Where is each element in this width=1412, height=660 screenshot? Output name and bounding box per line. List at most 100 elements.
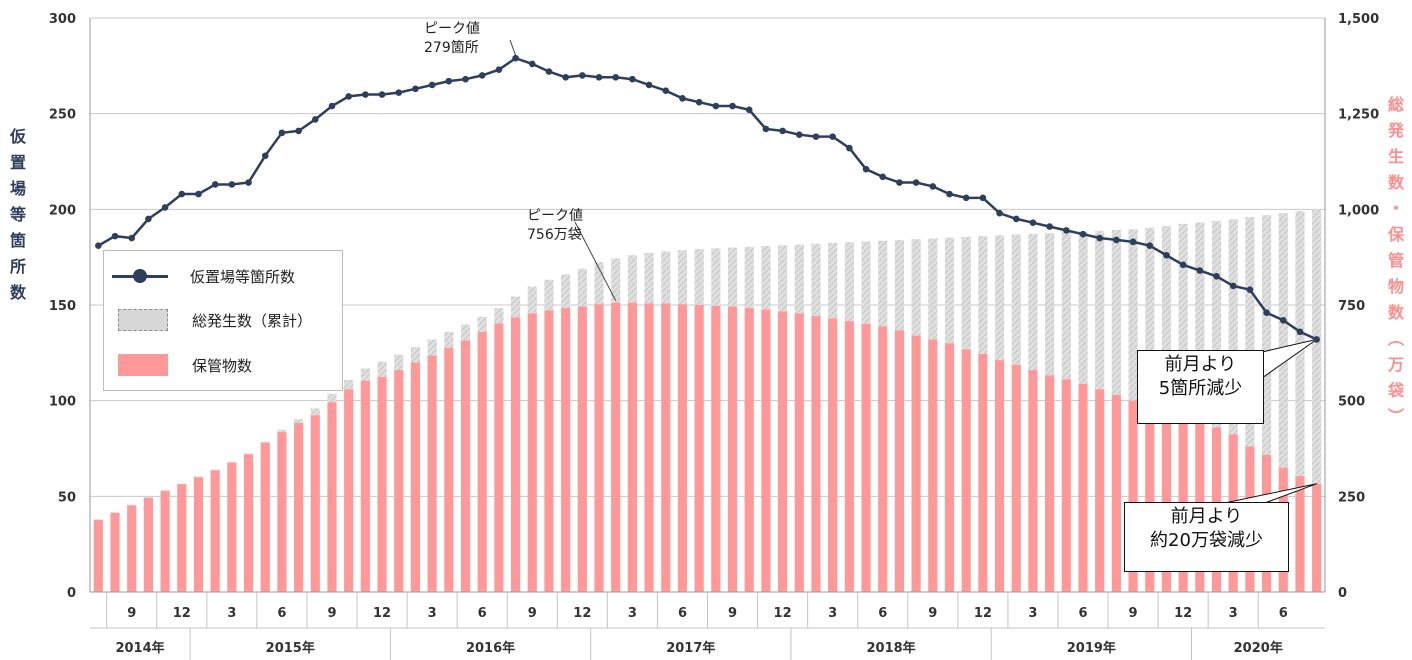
x-tick-label: 12	[373, 606, 391, 621]
stored-bar	[1061, 379, 1071, 592]
line-marker-icon	[112, 263, 168, 289]
total-bar	[210, 469, 220, 471]
total-bar	[510, 296, 521, 318]
left-tick-label: 50	[58, 490, 76, 505]
total-bar	[1245, 216, 1255, 447]
line-point	[595, 74, 603, 81]
total-bar	[1161, 226, 1172, 413]
axis-label-char: 万	[1387, 355, 1404, 374]
x-tick-label: 12	[173, 606, 191, 621]
axis-label-char: 置	[9, 153, 26, 172]
total-bar	[761, 246, 771, 310]
stored-bar	[1145, 406, 1155, 592]
annotation-peak-sites: ピーク値 279箇所	[424, 20, 480, 58]
total-bar	[1045, 233, 1055, 376]
legend-item-sites: 仮置場等箇所数	[104, 263, 295, 289]
line-point	[462, 75, 469, 83]
x-axis: 9 12 3 6 9 12 3 6 9 12 3 6 9 12 3 6 9 12 3 6 9 12 3 6 2014年 2015年…	[90, 592, 1325, 660]
stored-bar	[427, 355, 437, 592]
line-point	[1296, 328, 1304, 336]
axis-label-char: 物	[1387, 277, 1404, 296]
total-bar	[1211, 220, 1222, 428]
stored-bar	[544, 310, 554, 592]
line-point	[228, 181, 236, 188]
stored-bar	[394, 370, 404, 592]
line-point	[1263, 309, 1270, 316]
total-bar	[594, 262, 604, 305]
stored-bar	[611, 302, 621, 592]
total-bar	[661, 251, 671, 304]
line-point	[979, 194, 987, 202]
line-point	[1079, 230, 1087, 238]
x-tick-label: 3	[828, 606, 837, 621]
total-bar	[861, 241, 871, 324]
axis-label-char: 総	[1387, 95, 1404, 114]
x-tick-label: 6	[678, 606, 687, 621]
right-tick-label: 250	[1338, 490, 1365, 505]
x-tick-label: 9	[1129, 606, 1138, 621]
line-point	[528, 60, 536, 68]
line-point	[445, 77, 453, 85]
line-point	[612, 74, 620, 81]
stored-bar	[1078, 383, 1088, 592]
line-point	[729, 102, 736, 110]
total-bar	[143, 497, 154, 498]
line-point	[412, 85, 419, 93]
x-tick-label: 9	[928, 606, 937, 621]
total-bar	[277, 429, 287, 433]
year-label: 2019年	[1067, 640, 1116, 656]
right-tick-label: 1,250	[1338, 108, 1379, 123]
stored-bar	[1111, 394, 1121, 592]
total-bar	[978, 236, 988, 354]
total-bar	[744, 246, 754, 309]
callout-sites-change: 前月より 5箇所減少	[1137, 350, 1264, 424]
line-point	[512, 54, 519, 62]
line-point	[495, 66, 503, 73]
line-point	[478, 72, 486, 79]
line-point	[178, 190, 186, 198]
line-point	[562, 74, 569, 81]
line-point	[1246, 286, 1254, 293]
stored-bar	[561, 308, 571, 592]
line-point	[762, 125, 770, 133]
stored-bar	[444, 347, 454, 592]
total-bar	[360, 368, 370, 381]
total-bar	[694, 249, 704, 305]
line-point	[896, 179, 903, 186]
line-point	[295, 127, 302, 135]
stored-bar	[294, 422, 304, 592]
stored-bar	[193, 477, 204, 592]
line-point	[195, 190, 202, 198]
right-tick-label: 1,500	[1338, 12, 1379, 27]
line-point	[812, 133, 820, 140]
line-point	[312, 116, 319, 123]
stored-bar	[143, 497, 154, 592]
annotation-peak-bags: ピーク値 756万袋	[527, 207, 583, 245]
axis-label-char: 数	[1387, 173, 1404, 192]
total-bar	[310, 408, 320, 416]
axis-label-char: 数	[9, 283, 26, 302]
right-tick-label: 0	[1338, 586, 1347, 601]
line-point	[946, 190, 953, 198]
stored-bar	[477, 331, 487, 592]
stored-bar	[110, 512, 120, 592]
stored-bar	[227, 462, 237, 592]
x-tick-label: 9	[728, 606, 737, 621]
stored-bar	[694, 305, 704, 592]
x-tick-label: 12	[974, 606, 992, 621]
left-tick-label: 200	[49, 203, 76, 218]
year-label: 2014年	[115, 640, 164, 656]
line-point	[1163, 251, 1170, 259]
stored-bar	[844, 321, 854, 592]
axis-label-char: 仮	[9, 127, 26, 146]
year-label: 2018年	[866, 640, 915, 656]
line-point	[395, 89, 403, 96]
stored-bar	[1011, 364, 1021, 592]
callout-line: 前月より	[1164, 354, 1237, 375]
year-label: 2017年	[666, 640, 715, 656]
right-axis-label: 総発生数・保管物数 ︵ 万袋 ︶	[1380, 92, 1412, 430]
line-point	[261, 152, 269, 160]
line-point	[712, 102, 720, 110]
stored-bar	[878, 326, 888, 592]
total-bar	[1178, 223, 1188, 418]
